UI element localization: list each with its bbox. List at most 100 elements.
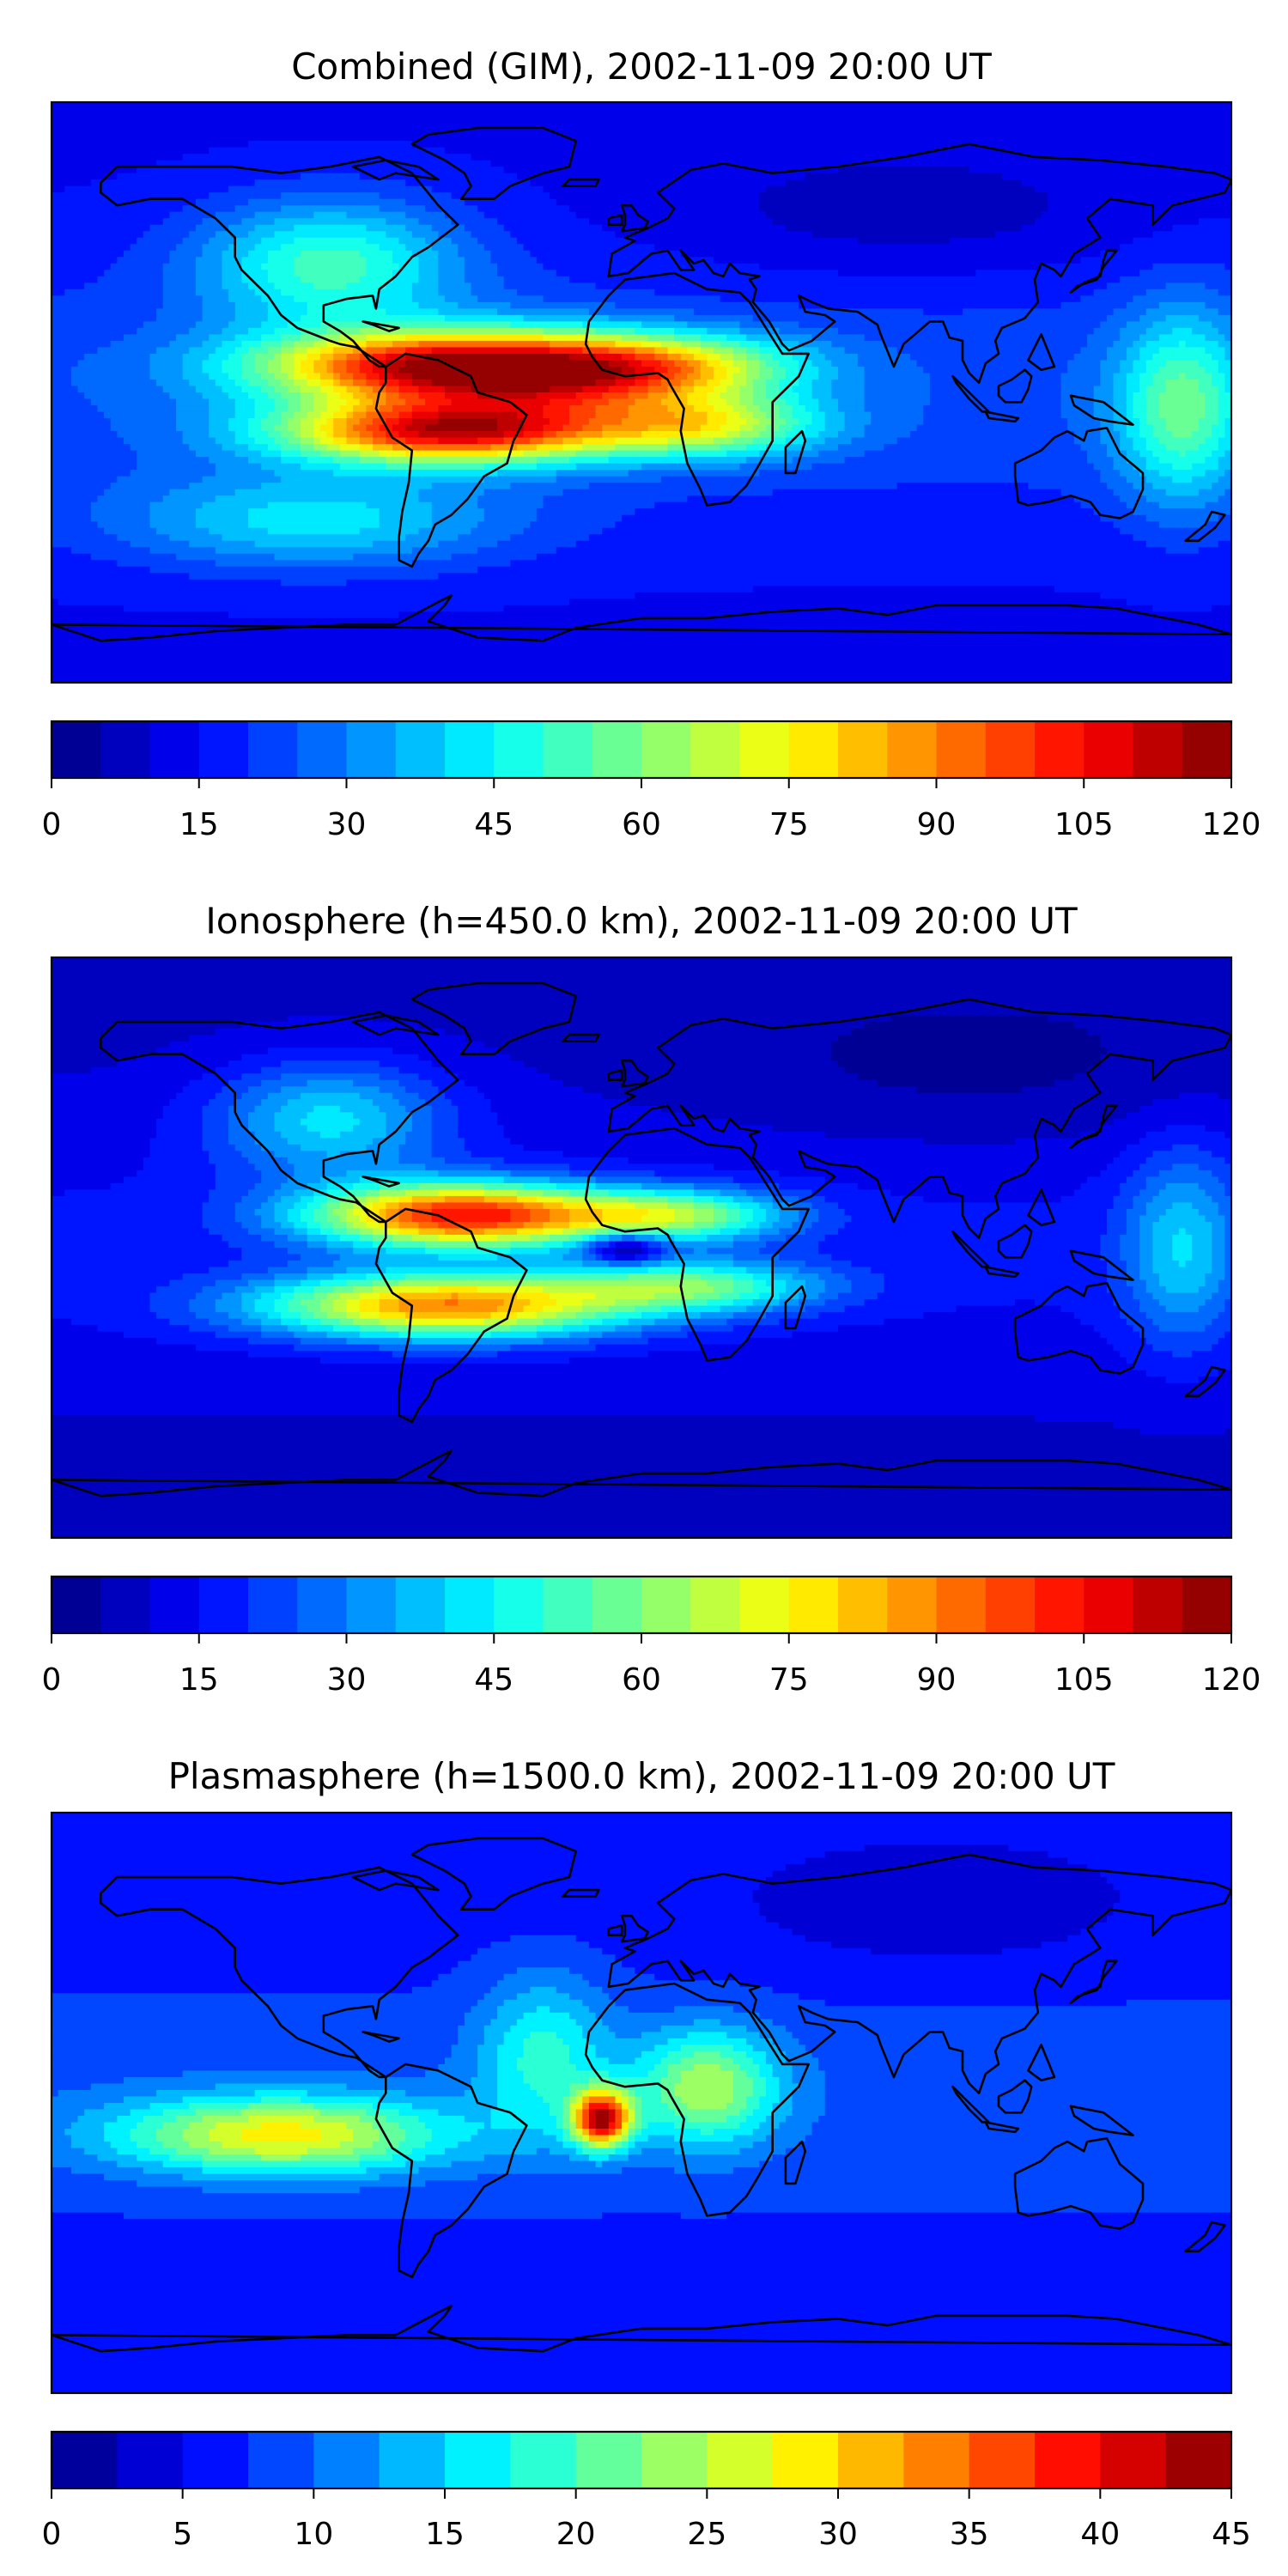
colorbar-segment (739, 1577, 790, 1633)
field-cell (766, 1312, 819, 1320)
field-cell (700, 424, 721, 432)
field-cell (1172, 1163, 1200, 1171)
field-cell (294, 373, 308, 380)
field-cell (346, 386, 361, 393)
field-cell (622, 2103, 629, 2111)
field-cell (654, 366, 669, 374)
field-cell (916, 1086, 1023, 1094)
field-cell (117, 534, 171, 542)
field-cell (550, 1215, 570, 1223)
field-cell (1021, 224, 1174, 233)
field-cell (569, 1163, 714, 1171)
field-cell (562, 1305, 584, 1313)
field-cell (490, 1163, 570, 1171)
field-cell (215, 547, 413, 555)
field-cell (674, 1234, 708, 1242)
field-cell (313, 2103, 374, 2111)
field-cell (398, 1292, 453, 1300)
field-cell (169, 1041, 485, 1048)
field-cell (405, 1086, 440, 1094)
field-cell (1159, 1279, 1206, 1287)
field-cell (720, 444, 747, 452)
field-cell (1165, 444, 1200, 452)
field-cell (97, 495, 164, 503)
field-cell (1145, 457, 1160, 465)
field-cell (739, 366, 747, 374)
field-cell (1126, 1215, 1140, 1223)
field-cell (294, 224, 368, 233)
field-cell (176, 398, 210, 406)
field-cell (792, 347, 819, 355)
field-cell (333, 1261, 380, 1268)
coastline (562, 178, 600, 187)
field-cell (713, 1215, 728, 1223)
field-cell (575, 2116, 584, 2123)
field-cell (779, 405, 793, 413)
field-cell (398, 411, 413, 419)
field-cell (759, 431, 774, 439)
field-cell (694, 1202, 714, 1210)
field-cell (720, 1228, 741, 1236)
field-cell (1139, 489, 1167, 496)
field-cell (1145, 463, 1174, 471)
field-cell (608, 386, 629, 393)
field-cell (353, 1182, 380, 1191)
field-cell (569, 2050, 597, 2059)
field-cell (805, 1286, 826, 1294)
field-cell (156, 1338, 249, 1346)
field-cell (52, 263, 112, 271)
field-cell (1100, 1241, 1121, 1249)
field-cell (497, 263, 544, 271)
field-cell (477, 437, 505, 445)
field-cell (1198, 360, 1219, 368)
field-cell (339, 373, 354, 380)
field-cell (195, 263, 223, 271)
field-cell (569, 1221, 590, 1230)
field-cell (274, 437, 289, 445)
field-cell (575, 2063, 656, 2072)
field-cell (1120, 1248, 1140, 1255)
colorbar-segment (1035, 1577, 1084, 1633)
field-cell (353, 2129, 380, 2136)
field-cell (785, 2057, 819, 2065)
field-cell (1212, 1292, 1231, 1300)
coastline (607, 1924, 623, 1936)
field-cell (1133, 1202, 1147, 1210)
field-cell (392, 405, 413, 413)
field-cell (1100, 1054, 1231, 1061)
field-cell (209, 431, 236, 439)
field-cell (234, 1208, 256, 1217)
field-cell (104, 2129, 131, 2136)
field-cell (52, 1009, 1231, 1017)
field-cell (1218, 463, 1231, 471)
field-cell (445, 1092, 485, 1101)
field-cell (373, 2142, 400, 2149)
field-cell (418, 270, 440, 277)
field-cell (1224, 1215, 1231, 1223)
field-cell (687, 360, 702, 368)
field-cell (569, 1234, 584, 1242)
field-cell (660, 1176, 734, 1184)
field-cell (287, 1015, 374, 1023)
field-cell (811, 418, 826, 426)
field-cell (241, 1073, 282, 1081)
field-cell (1145, 405, 1160, 413)
field-cell (281, 347, 295, 355)
field-cell (261, 1318, 282, 1326)
field-cell (52, 534, 118, 542)
field-cell (746, 366, 761, 374)
colorbar-frame (50, 2430, 1233, 2490)
field-cell (772, 1870, 1102, 1878)
field-cell (52, 1234, 223, 1242)
field-cell (386, 1112, 413, 1120)
coastline (52, 1449, 1231, 1498)
field-cell (628, 1273, 702, 1281)
field-cell (772, 2070, 793, 2078)
field-cell (864, 379, 931, 387)
field-cell (1126, 1267, 1140, 1274)
field-cell (635, 398, 662, 406)
field-cell (543, 295, 721, 303)
field-cell (635, 2135, 649, 2142)
field-cell (287, 424, 301, 432)
field-cell (739, 392, 754, 400)
